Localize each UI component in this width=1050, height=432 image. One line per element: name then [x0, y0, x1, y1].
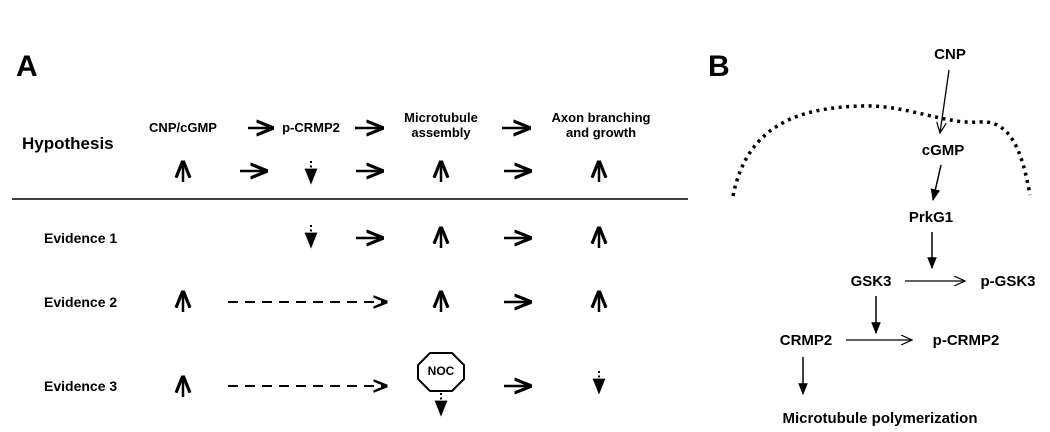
node-cnp: CNP — [934, 46, 966, 63]
node-p-crmp2: p-CRMP2 — [932, 332, 1000, 349]
header-axon-branching: Axon branching and growth — [551, 110, 651, 141]
cell-membrane — [731, 104, 1032, 197]
evidence-1-label: Evidence 1 — [44, 230, 118, 246]
node-prkg1: PrkG1 — [908, 209, 954, 226]
evidence-2-label: Evidence 2 — [44, 294, 118, 310]
node-microtubule-polymerization: Microtubule polymerization — [782, 410, 978, 427]
noc-stop-sign — [417, 352, 465, 392]
header-axon-line1: Axon branching — [551, 110, 651, 125]
header-cnp-cgmp: CNP/cGMP — [149, 120, 217, 135]
node-crmp2: CRMP2 — [779, 332, 833, 349]
noc-label: NOC — [427, 364, 455, 379]
evidence-3-label: Evidence 3 — [44, 378, 118, 394]
panel-a-label: A — [16, 50, 38, 83]
b-arrow-cgmp-prkg1 — [930, 164, 942, 202]
header-axon-line2: and growth — [565, 124, 637, 140]
b-arrow-cnp-cgmp — [940, 69, 950, 133]
node-cgmp: cGMP — [921, 142, 965, 159]
header-microtubule-line1: Microtubule — [404, 110, 478, 125]
node-p-gsk3: p-GSK3 — [980, 273, 1036, 290]
header-microtubule-line2: assembly — [411, 124, 471, 140]
panel-b-label: B — [708, 50, 730, 83]
node-gsk3: GSK3 — [850, 273, 892, 290]
hypothesis-label: Hypothesis — [22, 134, 114, 153]
header-p-crmp2: p-CRMP2 — [282, 120, 340, 135]
header-microtubule-assembly: Microtubule assembly — [404, 110, 478, 141]
